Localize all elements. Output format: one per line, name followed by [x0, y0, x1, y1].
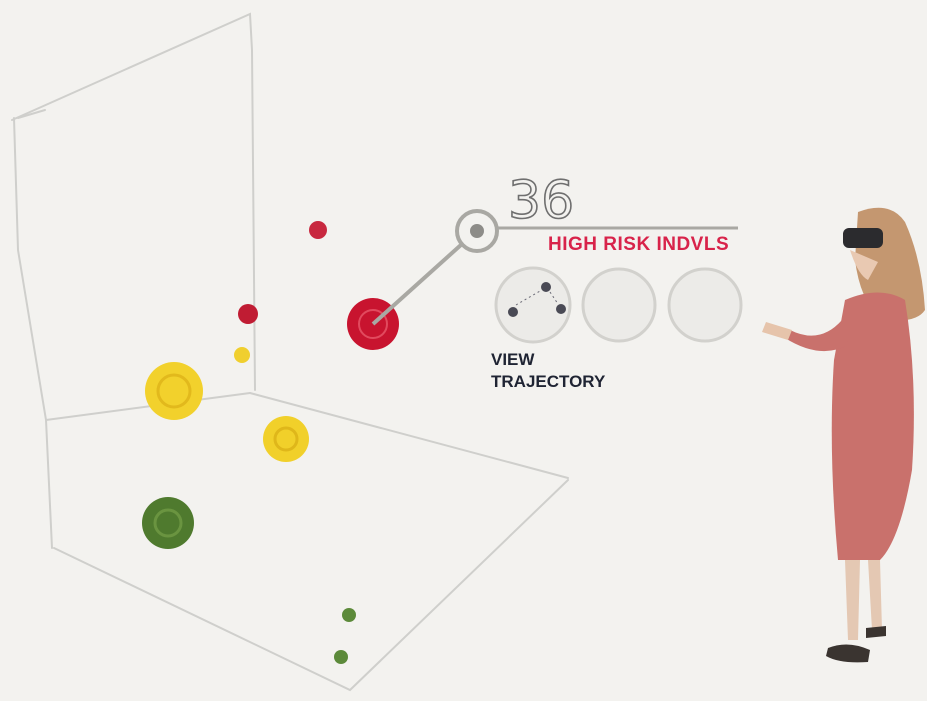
headset	[843, 228, 883, 248]
person	[762, 208, 925, 663]
callout-dot	[470, 224, 484, 238]
bubbles	[142, 221, 399, 664]
axes-frame	[12, 14, 568, 690]
action-label: TRAJECTORY	[491, 372, 606, 391]
action-button[interactable]	[669, 269, 741, 341]
callout-leader	[373, 244, 462, 324]
shoe	[866, 626, 886, 638]
bubble[interactable]	[342, 608, 356, 622]
count: 36	[508, 171, 574, 231]
bubble[interactable]	[309, 221, 327, 239]
bubble[interactable]	[234, 347, 250, 363]
hand	[762, 322, 792, 340]
action-label: VIEW	[491, 350, 535, 369]
shoe	[826, 644, 870, 662]
sketch-canvas: 36 HIGH RISK INDVLS VIEW TRAJECTORY	[0, 0, 927, 701]
icon-dot	[556, 304, 566, 314]
bubble[interactable]	[142, 497, 194, 549]
icon-dot	[541, 282, 551, 292]
bubble[interactable]	[263, 416, 309, 462]
icon-dot	[508, 307, 518, 317]
sleeve	[785, 320, 848, 351]
count-label: HIGH RISK INDVLS	[548, 234, 729, 255]
action-button[interactable]	[583, 269, 655, 341]
bubble[interactable]	[238, 304, 258, 324]
bubble[interactable]	[334, 650, 348, 664]
bubble[interactable]	[145, 362, 203, 420]
actions: VIEW TRAJECTORY	[491, 268, 741, 391]
